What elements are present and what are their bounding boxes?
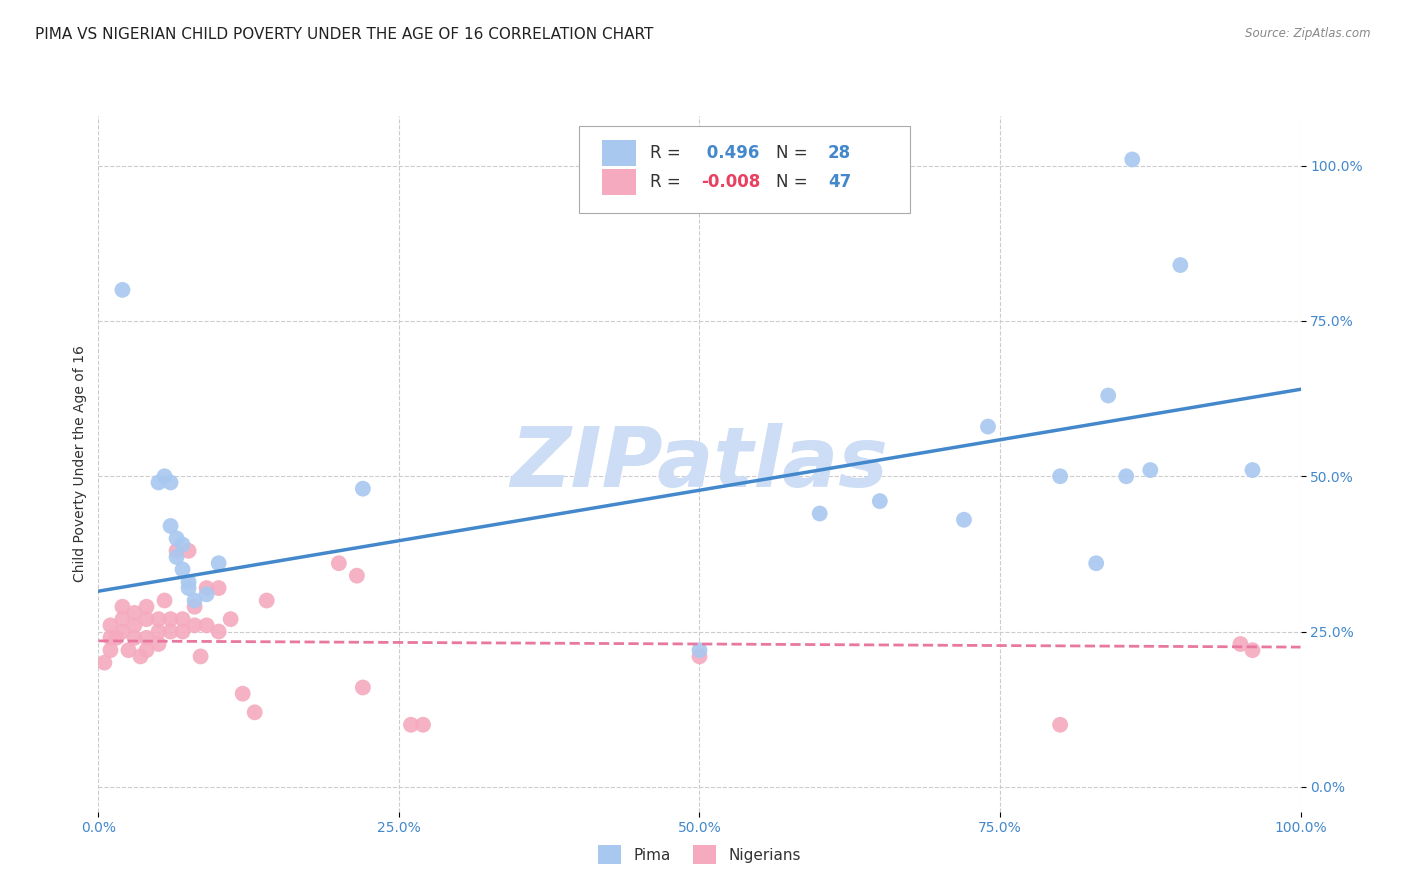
Point — [808, 507, 831, 521]
Point — [159, 519, 181, 533]
Point — [111, 599, 134, 614]
Point — [166, 549, 188, 564]
Text: -0.008: -0.008 — [700, 173, 759, 191]
Point — [124, 631, 146, 645]
FancyBboxPatch shape — [602, 140, 636, 166]
Point — [195, 618, 218, 632]
Point — [148, 475, 170, 490]
Point — [100, 631, 122, 645]
Point — [172, 624, 194, 639]
Point — [166, 543, 188, 558]
Point — [1229, 637, 1251, 651]
Point — [399, 717, 422, 731]
Point — [328, 556, 350, 570]
Point — [352, 482, 374, 496]
Point — [953, 513, 976, 527]
Point — [159, 624, 181, 639]
Point — [232, 687, 254, 701]
Point — [1049, 469, 1071, 483]
Text: Source: ZipAtlas.com: Source: ZipAtlas.com — [1246, 27, 1371, 40]
FancyBboxPatch shape — [579, 127, 910, 213]
Point — [111, 612, 134, 626]
Point — [1049, 717, 1071, 731]
Text: PIMA VS NIGERIAN CHILD POVERTY UNDER THE AGE OF 16 CORRELATION CHART: PIMA VS NIGERIAN CHILD POVERTY UNDER THE… — [35, 27, 654, 42]
Point — [172, 538, 194, 552]
Point — [1139, 463, 1161, 477]
Point — [93, 656, 115, 670]
Point — [153, 593, 176, 607]
Point — [208, 556, 231, 570]
Text: R =: R = — [650, 144, 686, 161]
Point — [100, 618, 122, 632]
Point — [135, 612, 157, 626]
Text: N =: N = — [776, 144, 813, 161]
Point — [412, 717, 434, 731]
Point — [135, 643, 157, 657]
Point — [1241, 643, 1264, 657]
Point — [159, 612, 181, 626]
Point — [159, 475, 181, 490]
Point — [135, 599, 157, 614]
Point — [869, 494, 891, 508]
Point — [346, 568, 368, 582]
Text: 28: 28 — [828, 144, 851, 161]
Point — [135, 631, 157, 645]
Point — [183, 618, 205, 632]
FancyBboxPatch shape — [602, 169, 636, 195]
Point — [208, 581, 231, 595]
Point — [148, 637, 170, 651]
Point — [219, 612, 242, 626]
Point — [195, 587, 218, 601]
Point — [172, 562, 194, 576]
Point — [177, 543, 200, 558]
Point — [1121, 153, 1143, 167]
Text: N =: N = — [776, 173, 813, 191]
Point — [148, 612, 170, 626]
Point — [124, 606, 146, 620]
Point — [190, 649, 212, 664]
Legend: Pima, Nigerians: Pima, Nigerians — [592, 839, 807, 871]
Point — [1097, 388, 1119, 402]
Point — [977, 419, 1000, 434]
Point — [177, 581, 200, 595]
Y-axis label: Child Poverty Under the Age of 16: Child Poverty Under the Age of 16 — [73, 345, 87, 582]
Text: 0.496: 0.496 — [700, 144, 759, 161]
Point — [1115, 469, 1137, 483]
Point — [256, 593, 278, 607]
Point — [111, 283, 134, 297]
Point — [1170, 258, 1192, 272]
Point — [688, 643, 710, 657]
Point — [166, 532, 188, 546]
Point — [352, 681, 374, 695]
Point — [1241, 463, 1264, 477]
Point — [208, 624, 231, 639]
Point — [688, 649, 710, 664]
Point — [195, 581, 218, 595]
Point — [183, 599, 205, 614]
Point — [124, 618, 146, 632]
Point — [153, 469, 176, 483]
Point — [117, 643, 139, 657]
Point — [148, 624, 170, 639]
Point — [100, 643, 122, 657]
Text: 47: 47 — [828, 173, 852, 191]
Point — [105, 631, 128, 645]
Point — [183, 593, 205, 607]
Point — [111, 624, 134, 639]
Point — [243, 706, 266, 720]
Point — [177, 574, 200, 589]
Point — [129, 649, 152, 664]
Text: R =: R = — [650, 173, 686, 191]
Point — [172, 612, 194, 626]
Text: ZIPatlas: ZIPatlas — [510, 424, 889, 504]
Point — [1085, 556, 1108, 570]
